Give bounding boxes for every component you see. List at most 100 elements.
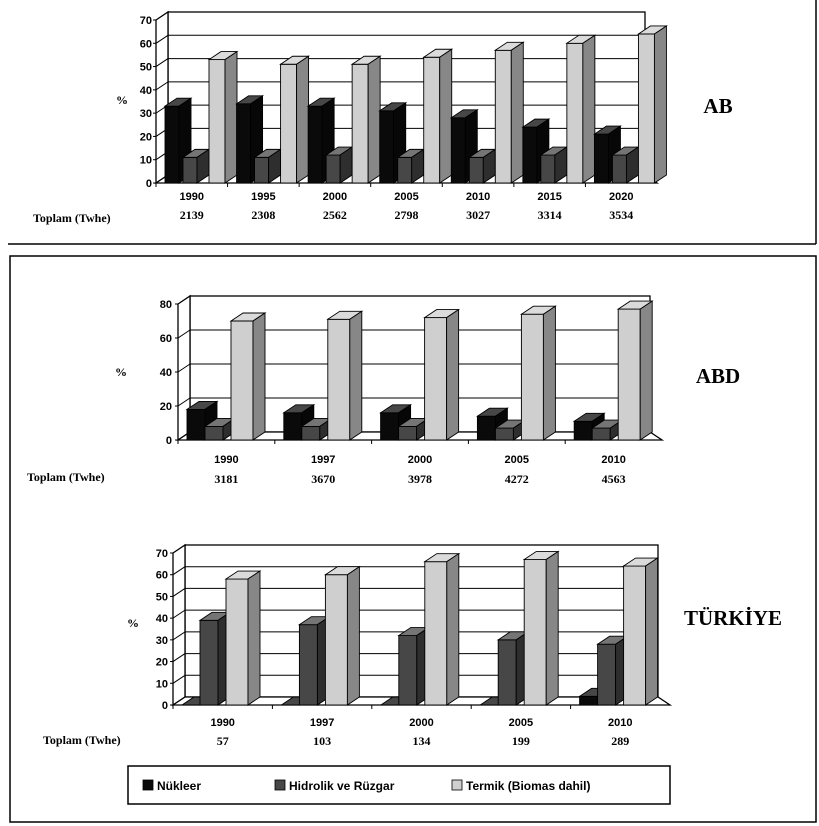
x-tick-label: 2000: [323, 191, 347, 203]
bar-termik-front: [623, 565, 647, 706]
total-value: 134: [413, 734, 431, 748]
total-value: 57: [217, 734, 229, 748]
bar-nukleer-front: [380, 412, 400, 441]
legend-box: [127, 765, 671, 805]
total-value: 3027: [466, 208, 490, 222]
bar-nukleer-front: [379, 110, 395, 184]
bar-termik-side: [349, 310, 363, 441]
x-tick-label: 2020: [609, 191, 633, 203]
bar-termik-front: [617, 308, 641, 441]
bar-termik-front: [280, 63, 298, 184]
gridline-side: [172, 674, 186, 684]
plot-side-wall: [172, 543, 186, 707]
legend: Nükleer Hidrolik ve Rüzgar Termik (Bioma…: [127, 765, 671, 805]
region-label: AB: [703, 94, 732, 118]
bar-nukleer-front: [164, 105, 180, 184]
total-value: 3978: [408, 472, 432, 486]
totals-label: Toplam (Twhe): [33, 211, 111, 225]
bar-nukleer-front: [307, 105, 323, 184]
gridline-side: [177, 363, 191, 373]
y-tick-label: 40: [140, 85, 152, 97]
bar-termik-side: [653, 25, 667, 184]
bar-termik-side: [446, 308, 460, 441]
bar-termik-front: [424, 317, 448, 441]
bar-nukleer-front: [236, 103, 252, 184]
y-tick-label: 0: [146, 178, 152, 190]
bar-termik-front: [351, 63, 369, 184]
y-tick-label: 10: [140, 155, 152, 167]
x-tick-label: 1997: [310, 717, 334, 729]
total-value: 2308: [251, 208, 275, 222]
x-tick-label: 2000: [409, 717, 433, 729]
bar-termik-front: [327, 318, 351, 441]
total-value: 103: [313, 734, 331, 748]
bar-hidrolik-front: [597, 643, 617, 706]
gridline-side: [172, 609, 186, 619]
bar-termik-side: [545, 550, 559, 706]
bar-nukleer-front: [450, 117, 466, 184]
y-tick-label: 70: [140, 15, 152, 27]
y-tick-label: 0: [162, 700, 168, 712]
bar-hidrolik-front: [611, 154, 627, 184]
x-tick-label: 2005: [509, 717, 533, 729]
bar-hidrolik-front: [204, 425, 224, 441]
panel-frames: [8, 0, 817, 823]
y-tick-label: 40: [156, 613, 168, 625]
x-tick-label: 1997: [311, 454, 335, 466]
bar-hidrolik-front: [398, 425, 418, 441]
x-tick-label: 2005: [505, 454, 529, 466]
gridline-side: [172, 631, 186, 641]
bar-termik-front: [324, 574, 348, 706]
bar-termik-front: [566, 42, 584, 184]
frame-lower-panel: [9, 255, 817, 823]
bar-termik-front: [520, 313, 544, 441]
legend-label-termik: Termik (Biomas dahil): [466, 779, 590, 793]
y-axis-label: %: [115, 365, 127, 379]
x-tick-label: 1990: [180, 191, 204, 203]
totals-label: Toplam (Twhe): [43, 733, 121, 747]
gridline-side: [172, 588, 186, 597]
x-tick-label: 1995: [251, 191, 275, 203]
bar-hidrolik-front: [494, 427, 514, 441]
chart-ab: AB % Toplam (Twhe) 0 10 20 30 40 50 60 70 1990 21…: [33, 10, 733, 225]
gridline-side: [177, 329, 191, 339]
gridline-side: [177, 397, 191, 407]
total-value: 2139: [180, 208, 204, 222]
bar-termik-side: [367, 55, 381, 184]
bar-nukleer-front: [476, 415, 496, 441]
bar-nukleer-front: [593, 133, 609, 184]
x-tick-label: 2005: [394, 191, 418, 203]
total-value: 4563: [602, 472, 626, 486]
total-value: 4272: [505, 472, 529, 486]
bar-termik-side: [582, 34, 596, 184]
chart-abd: ABD % Toplam (Twhe) 0 20 40 60 80 1990 3181 199…: [27, 294, 740, 486]
totals-label: Toplam (Twhe): [27, 470, 105, 484]
y-tick-label: 20: [160, 401, 172, 413]
total-value: 3534: [609, 208, 633, 222]
bar-hidrolik-front: [497, 639, 517, 706]
bar-termik-front: [423, 56, 441, 184]
bar-nukleer-front: [579, 695, 599, 706]
x-tick-label: 1990: [210, 717, 234, 729]
y-tick-label: 60: [156, 570, 168, 582]
total-value: 289: [611, 734, 629, 748]
y-tick-label: 50: [156, 591, 168, 603]
bar-termik-side: [346, 565, 360, 706]
x-tick-label: 2010: [601, 454, 625, 466]
total-value: 3181: [214, 472, 238, 486]
bar-termik-side: [224, 50, 238, 184]
bar-termik-side: [252, 312, 266, 441]
bar-termik-side: [645, 557, 659, 706]
gridline-side: [155, 34, 169, 44]
bar-termik-front: [494, 49, 512, 184]
bar-nukleer-front: [186, 408, 206, 441]
bar-hidrolik-front: [397, 156, 413, 184]
y-tick-label: 70: [156, 548, 168, 560]
region-label: ABD: [696, 364, 740, 388]
bar-termik-front: [208, 59, 226, 184]
legend-label-hidrolik: Hidrolik ve Rüzgar: [289, 779, 395, 793]
total-value: 2798: [395, 208, 419, 222]
bar-hidrolik-front: [199, 619, 219, 706]
y-tick-label: 80: [160, 299, 172, 311]
y-tick-label: 60: [140, 38, 152, 50]
